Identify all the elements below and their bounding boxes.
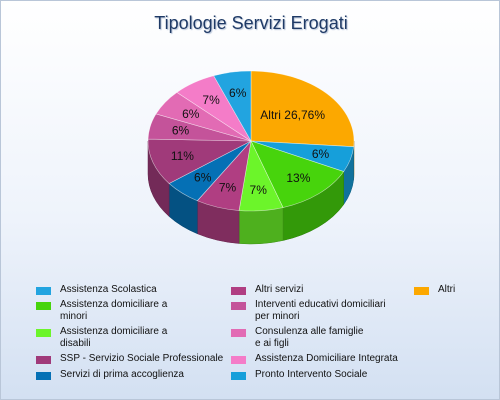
slice-label-11: 6% — [229, 86, 247, 100]
legend-label-10: Servizi di prima accoglienza — [60, 369, 184, 380]
legend-swatch-7 — [231, 329, 246, 337]
legend-item-3: Altri — [414, 284, 455, 296]
legend-item-5: Interventi educativi domiciliari per min… — [231, 299, 386, 323]
legend-label-3: Altri — [438, 284, 456, 295]
legend-label-6: Assistenza domiciliare a disabili — [60, 326, 168, 349]
legend-label-4: Assistenza domiciliare a minori — [60, 299, 168, 322]
legend-item-4: Assistenza domiciliare a minori — [36, 299, 167, 323]
slice-label-5: 7% — [219, 180, 237, 194]
slice-label-7: 11% — [171, 149, 194, 163]
legend-label-1: Assistenza Scolastica — [60, 284, 157, 295]
legend-item-11: Pronto Intervento Sociale — [231, 369, 367, 381]
legend-swatch-9 — [231, 356, 246, 364]
slice-label-9: 6% — [182, 107, 200, 121]
legend-label-7: Consulenza alle famiglie e ai figli — [255, 326, 364, 349]
legend-label-11: Pronto Intervento Sociale — [255, 369, 368, 380]
legend-swatch-10 — [36, 372, 51, 380]
slice-label-10: 7% — [202, 93, 220, 107]
legend-label-2: Altri servizi — [255, 284, 304, 295]
slice-label-4: 7% — [250, 183, 268, 197]
legend-swatch-4 — [36, 302, 51, 310]
legend-item-7: Consulenza alle famiglie e ai figli — [231, 326, 363, 350]
slice-label-3: 13% — [286, 171, 310, 185]
pie-slice-side-4 — [238, 207, 284, 245]
legend-swatch-3 — [414, 287, 429, 295]
slice-label-1: Altri 26,76% — [260, 108, 325, 122]
legend-swatch-8 — [36, 356, 51, 364]
chart-title: Tipologie Servizi Erogati — [154, 13, 348, 33]
pie-chart: Altri 26,76%6%13%7%7%6%11%6%6%7%6% — [147, 70, 355, 245]
legend-item-10: Servizi di prima accoglienza — [36, 369, 184, 381]
legend-item-2: Altri servizi — [231, 284, 303, 296]
legend-label-9: Assistenza Domiciliare Integrata — [255, 353, 398, 364]
legend-swatch-6 — [36, 329, 51, 337]
legend-item-1: Assistenza Scolastica — [36, 284, 157, 296]
slice-label-6: 6% — [194, 170, 212, 184]
legend-item-6: Assistenza domiciliare a disabili — [36, 326, 167, 350]
legend-swatch-5 — [231, 302, 246, 310]
legend-label-8: SSP - Servizio Sociale Professionale — [60, 353, 224, 364]
legend-item-9: Assistenza Domiciliare Integrata — [231, 353, 398, 365]
pie-slice-7 — [147, 138, 252, 184]
legend-label-5: Interventi educativi domiciliari per min… — [255, 299, 386, 322]
pie-slice-1 — [250, 70, 355, 148]
legend-item-8: SSP - Servizio Sociale Professionale — [36, 353, 223, 365]
slice-label-2: 6% — [312, 147, 330, 161]
pie-slice-11 — [213, 70, 252, 143]
legend-swatch-2 — [231, 287, 246, 295]
slice-label-8: 6% — [172, 124, 190, 138]
pie-slice-3 — [250, 140, 345, 208]
legend-swatch-11 — [231, 372, 246, 380]
legend-swatch-1 — [36, 287, 51, 295]
